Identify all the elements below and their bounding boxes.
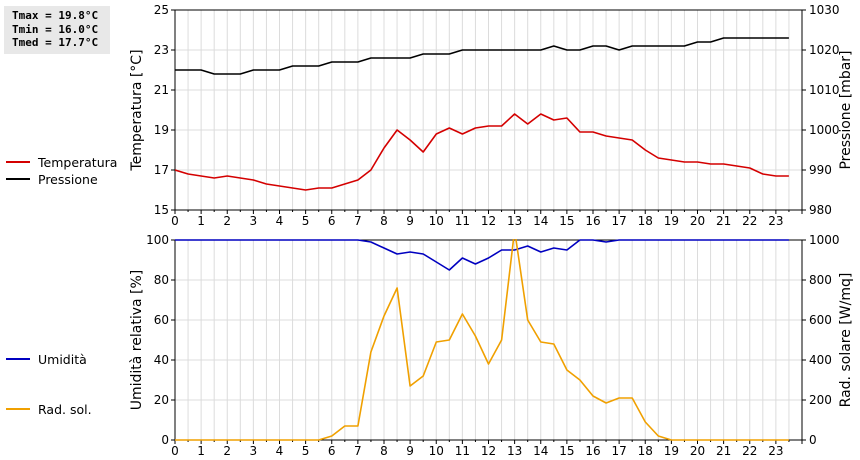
x-tick-label: 18 <box>638 444 653 458</box>
x-tick-label: 20 <box>690 444 705 458</box>
x-tick-label: 12 <box>481 444 496 458</box>
legend-umidita: Umidità <box>6 351 87 367</box>
x-tick-label: 6 <box>328 444 336 458</box>
x-tick-label: 5 <box>302 444 310 458</box>
stat-tmax: Tmax = 19.8°C <box>12 9 99 22</box>
x-tick-label: 21 <box>716 444 731 458</box>
legend-swatch-radsol <box>6 408 30 410</box>
y-left-axis-title: Umidità relativa [%] <box>129 270 145 411</box>
y-left-tick-label: 15 <box>154 203 169 217</box>
y-left-tick-label: 19 <box>154 123 169 137</box>
x-tick-label: 2 <box>223 444 231 458</box>
x-tick-label: 10 <box>429 214 444 228</box>
x-tick-label: 13 <box>507 214 522 228</box>
legend-swatch-umidita <box>6 358 30 360</box>
series-line-pressione <box>175 37 789 75</box>
y-right-tick-label: 1000 <box>809 123 840 137</box>
y-right-tick-label: 980 <box>809 203 832 217</box>
x-tick-label: 16 <box>585 214 600 228</box>
x-tick-label: 21 <box>716 214 731 228</box>
legend-label-pressione: Pressione <box>38 171 98 187</box>
x-tick-label: 4 <box>276 444 284 458</box>
x-tick-label: 12 <box>481 214 496 228</box>
x-tick-label: 22 <box>742 444 757 458</box>
legend-swatch-pressione <box>6 178 30 180</box>
y-right-axis-title: Rad. solare [W/mq] <box>838 273 854 408</box>
x-tick-label: 6 <box>328 214 336 228</box>
y-left-tick-label: 25 <box>154 3 169 17</box>
legend-swatch-temperatura <box>6 161 30 163</box>
x-tick-label: 15 <box>559 444 574 458</box>
x-tick-label: 0 <box>171 444 179 458</box>
y-right-tick-label: 1000 <box>809 233 840 247</box>
x-tick-label: 16 <box>585 444 600 458</box>
y-right-tick-label: 200 <box>809 393 832 407</box>
x-tick-label: 17 <box>611 444 626 458</box>
stat-tmed: Tmed = 17.7°C <box>12 36 99 49</box>
x-tick-label: 13 <box>507 444 522 458</box>
x-tick-label: 4 <box>276 214 284 228</box>
x-tick-label: 15 <box>559 214 574 228</box>
legend-label-temperatura: Temperatura <box>38 154 118 170</box>
x-tick-label: 18 <box>638 214 653 228</box>
x-tick-label: 11 <box>455 214 470 228</box>
y-left-tick-label: 60 <box>154 313 169 327</box>
x-tick-label: 5 <box>302 214 310 228</box>
stats-box: Tmax = 19.8°C Tmin = 16.0°C Tmed = 17.7°… <box>4 6 110 54</box>
y-left-tick-label: 40 <box>154 353 169 367</box>
x-tick-label: 7 <box>354 214 362 228</box>
y-right-tick-label: 600 <box>809 313 832 327</box>
x-tick-label: 3 <box>250 444 258 458</box>
y-left-tick-label: 100 <box>146 233 169 247</box>
x-tick-label: 11 <box>455 444 470 458</box>
x-tick-label: 7 <box>354 444 362 458</box>
plot-frame <box>174 239 803 441</box>
series-line-umidit <box>175 239 789 271</box>
y-right-tick-label: 400 <box>809 353 832 367</box>
x-tick-label: 10 <box>429 444 444 458</box>
x-tick-label: 9 <box>406 214 414 228</box>
x-tick-label: 19 <box>664 214 679 228</box>
x-tick-label: 14 <box>533 444 548 458</box>
series-line-temperatura <box>175 113 789 191</box>
y-left-tick-label: 21 <box>154 83 169 97</box>
y-right-tick-label: 1020 <box>809 43 840 57</box>
x-tick-label: 17 <box>611 214 626 228</box>
x-tick-label: 1 <box>197 214 205 228</box>
x-tick-label: 14 <box>533 214 548 228</box>
y-left-axis-title: Temperatura [°C] <box>129 49 145 171</box>
legend-pressione: Pressione <box>6 171 98 187</box>
stat-tmin: Tmin = 16.0°C <box>12 22 99 36</box>
y-right-tick-label: 0 <box>809 433 817 447</box>
plot-frame <box>174 9 803 211</box>
x-tick-label: 2 <box>223 214 231 228</box>
y-left-tick-label: 17 <box>154 163 169 177</box>
x-tick-label: 23 <box>768 444 783 458</box>
x-tick-label: 0 <box>171 214 179 228</box>
legend-label-radsol: Rad. sol. <box>38 401 92 417</box>
x-tick-label: 22 <box>742 214 757 228</box>
y-right-tick-label: 800 <box>809 273 832 287</box>
y-left-tick-label: 80 <box>154 273 169 287</box>
legend-label-umidita: Umidità <box>38 351 87 367</box>
legend-radsol: Rad. sol. <box>6 401 92 417</box>
x-tick-label: 23 <box>768 214 783 228</box>
y-right-tick-label: 1010 <box>809 83 840 97</box>
x-tick-label: 3 <box>250 214 258 228</box>
y-right-tick-label: 1030 <box>809 3 840 17</box>
y-left-tick-label: 20 <box>154 393 169 407</box>
y-right-axis-title: Pressione [mbar] <box>838 50 854 169</box>
legend-temperatura: Temperatura <box>6 154 117 170</box>
x-tick-label: 9 <box>406 444 414 458</box>
series-line-rad-sol <box>175 239 789 441</box>
x-tick-label: 1 <box>197 444 205 458</box>
y-left-tick-label: 23 <box>154 43 169 57</box>
y-right-tick-label: 990 <box>809 163 832 177</box>
y-left-tick-label: 0 <box>161 433 169 447</box>
x-tick-label: 8 <box>380 444 388 458</box>
x-tick-label: 8 <box>380 214 388 228</box>
x-tick-label: 19 <box>664 444 679 458</box>
x-tick-label: 20 <box>690 214 705 228</box>
